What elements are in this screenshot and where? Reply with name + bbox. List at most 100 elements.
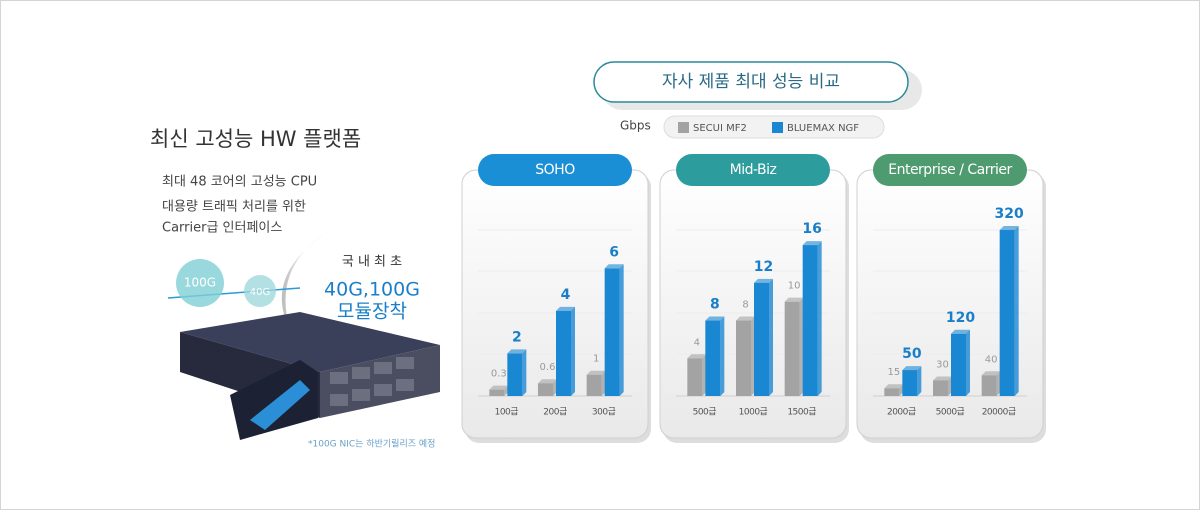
data-label: 40 <box>985 354 998 365</box>
chart-title: Enterprise / Carrier <box>888 162 1012 178</box>
data-label: 0.3 <box>491 369 507 380</box>
feature: Carrier급 인터페이스 <box>162 221 282 236</box>
bar <box>981 375 997 396</box>
data-label: 120 <box>946 310 975 326</box>
chart-title: Mid-Biz <box>730 162 777 178</box>
bar-side <box>817 241 822 396</box>
data-label: 0.6 <box>540 362 556 373</box>
bar <box>784 301 800 396</box>
bar-side <box>571 306 575 396</box>
x-tick-label: 200급 <box>543 407 567 418</box>
badge-line: 40G,100G <box>324 279 420 301</box>
bar-side <box>917 366 922 396</box>
bar-top <box>687 354 707 359</box>
bar <box>754 282 769 396</box>
legend-label: SECUI MF2 <box>693 123 747 134</box>
legend-swatch <box>772 122 783 133</box>
port-circle <box>176 259 224 307</box>
x-tick-label: 500급 <box>693 407 717 418</box>
chart: Mid-Biz 500급 4 8 1000급 8 12 1500급 10 16 <box>659 154 849 443</box>
bar-side <box>720 316 725 396</box>
data-label: 10 <box>788 281 801 292</box>
x-tick-label: 100급 <box>495 407 519 418</box>
chart-header <box>873 154 1027 186</box>
bar-side <box>966 329 970 396</box>
bar-top <box>736 316 755 321</box>
bar-top <box>933 376 952 381</box>
bar <box>736 320 751 396</box>
x-tick-label: 1000급 <box>739 407 768 418</box>
data-label: 4 <box>561 287 571 303</box>
data-label: 15 <box>887 367 900 378</box>
port-circle <box>244 275 276 307</box>
server-illustration <box>180 312 440 440</box>
bar-top <box>556 306 575 311</box>
bar <box>999 230 1015 396</box>
chart-header <box>478 154 632 186</box>
data-label: 8 <box>742 300 748 311</box>
bar-top <box>981 371 1001 376</box>
x-tick-label: 5000급 <box>936 407 965 418</box>
bar-top <box>489 385 509 390</box>
title-pill <box>593 61 909 103</box>
bar-top <box>999 226 1019 230</box>
bar-top <box>507 349 527 354</box>
port-label: 100G <box>184 276 216 290</box>
data-label: 12 <box>754 259 773 275</box>
x-tick-label: 2000급 <box>887 407 916 418</box>
bar <box>884 388 900 396</box>
bar-top <box>802 241 822 246</box>
bar <box>538 383 553 396</box>
data-label: 6 <box>609 244 619 260</box>
legend-label: BLUEMAX NGF <box>787 123 859 134</box>
bar <box>933 380 948 396</box>
bar <box>604 268 620 396</box>
chart-title: SOHO <box>535 162 575 178</box>
x-tick-label: 300급 <box>592 407 616 418</box>
bar-top <box>902 366 922 371</box>
bar-top <box>604 264 624 269</box>
data-label: 1 <box>593 354 599 365</box>
bar-top <box>884 384 904 389</box>
legend: SECUI MF2 BLUEMAX NGF <box>678 122 859 134</box>
data-label: 50 <box>902 346 922 362</box>
badge-line: 국 내 최 초 <box>342 255 402 270</box>
badge-line: 모듈장착 <box>337 301 407 323</box>
bar <box>687 358 703 396</box>
feature: 대용량 트래픽 처리를 위한 <box>162 200 306 215</box>
x-tick-label: 1500급 <box>787 407 816 418</box>
charts: SOHO100급0.32200급0.64300급16Mid-Biz500급481… <box>461 154 1046 443</box>
bar <box>705 320 721 396</box>
comparison-title: 자사 제품 최대 성능 비교 <box>662 72 840 92</box>
note: *100G NIC는 하반기릴리즈 예정 <box>308 439 435 450</box>
bar-side <box>769 278 773 396</box>
chart: SOHO 100급 0.3 2 200급 0.6 4 300급 1 6 <box>461 154 651 443</box>
bar <box>802 245 818 396</box>
data-label: 30 <box>936 359 949 370</box>
bar <box>951 333 966 396</box>
unit: Gbps <box>620 119 651 133</box>
data-label: 320 <box>995 206 1024 222</box>
bar-top <box>586 370 606 375</box>
data-label: 8 <box>710 297 720 313</box>
bar <box>507 353 523 396</box>
bar-top <box>951 329 970 334</box>
port-label: 40G <box>250 287 270 298</box>
platform-title: 최신 고성능 HW 플랫폼 <box>150 127 361 151</box>
chart-header <box>676 154 830 186</box>
bar <box>586 374 602 396</box>
data-label: 2 <box>512 329 522 345</box>
bar-side <box>1014 226 1019 396</box>
bar <box>902 370 918 396</box>
data-label: 16 <box>802 221 821 237</box>
bar-top <box>754 278 773 283</box>
bar-top <box>538 379 557 384</box>
bar <box>556 310 571 396</box>
data-label: 4 <box>694 337 700 348</box>
feature: 최대 48 코어의 고성능 CPU <box>162 175 317 190</box>
bar-side <box>619 264 624 396</box>
bar <box>489 389 505 396</box>
bar-top <box>784 297 804 302</box>
